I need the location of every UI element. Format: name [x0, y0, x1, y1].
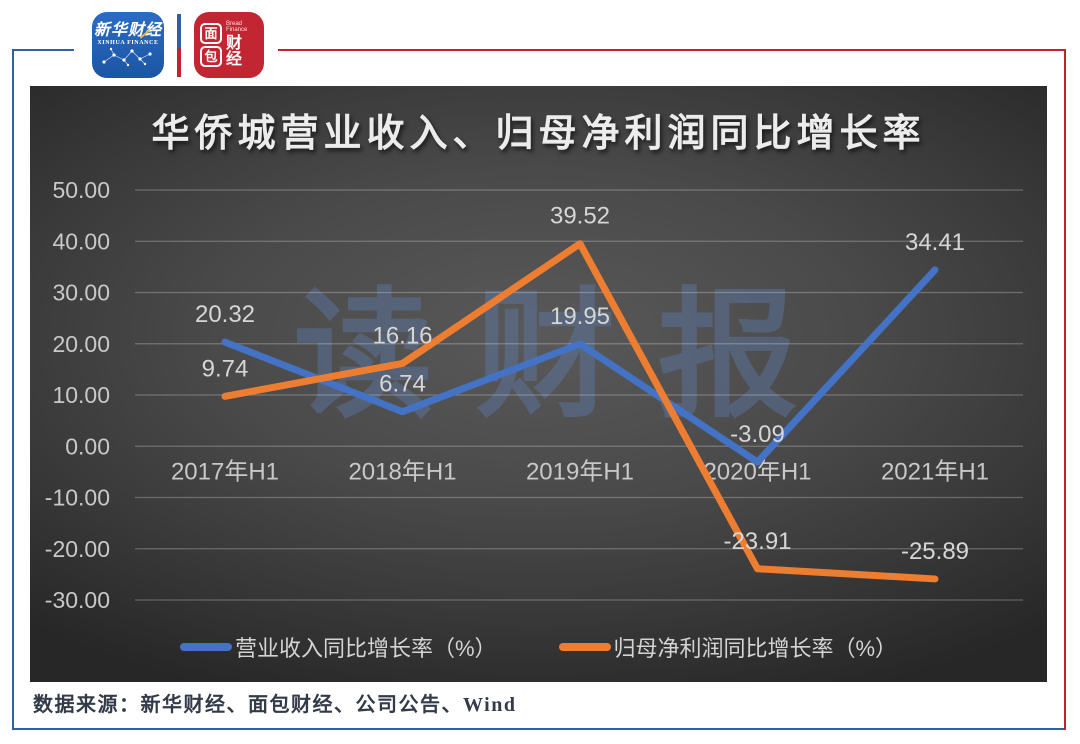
y-tick-label: 40.00 — [52, 228, 110, 254]
chart-legend: 营业收入同比增长率（%） 归母净利润同比增长率（%） — [30, 631, 1047, 663]
data-label: 19.95 — [550, 303, 610, 330]
y-tick-label: 20.00 — [52, 331, 110, 357]
x-axis-label: 2021年H1 — [881, 458, 989, 485]
xinhua-finance-logo-subtitle: XINHUA FINANCE — [97, 40, 159, 46]
data-label: 20.32 — [195, 301, 255, 328]
data-label: 39.52 — [550, 203, 610, 230]
bread-char-caijing: 财经 — [226, 35, 244, 68]
bread-char-mian: 面 — [200, 23, 222, 44]
frame-right-border — [1064, 49, 1066, 730]
legend-item: 营业收入同比增长率（%） — [179, 631, 497, 663]
legend-swatch — [179, 643, 232, 651]
bread-finance-logo: 面 包 Bread Finance 财经 — [194, 12, 264, 78]
xinhua-finance-logo-title: 新华财经 — [93, 22, 162, 39]
series-line — [221, 240, 939, 583]
y-tick-label: 30.00 — [52, 280, 110, 306]
bread-finance-subtitle: Bread Finance — [226, 21, 248, 33]
constellation-icon — [102, 47, 152, 67]
y-tick-label: -20.00 — [45, 536, 110, 562]
data-label: 6.74 — [379, 371, 426, 398]
x-axis-label: 2018年H1 — [348, 458, 456, 485]
bread-logo-left-column: 面 包 — [200, 23, 222, 67]
logo-divider — [177, 14, 181, 77]
data-label: 9.74 — [202, 355, 249, 382]
bread-char-bao: 包 — [200, 46, 222, 67]
series-line — [221, 266, 939, 466]
chart-panel: 读财报 华侨城营业收入、归母净利润同比增长率 50.00 40.00 30.00 20… — [30, 86, 1047, 682]
legend-label: 归母净利润同比增长率（%） — [613, 636, 898, 661]
frame-top-right-border — [278, 49, 1066, 51]
data-label: 34.41 — [905, 229, 965, 256]
data-label: -23.91 — [723, 528, 791, 555]
y-tick-label: 50.00 — [52, 177, 110, 203]
x-axis-label: 2019年H1 — [526, 458, 634, 485]
legend-item: 归母净利润同比增长率（%） — [558, 631, 898, 663]
chart-title: 华侨城营业收入、归母净利润同比增长率 — [151, 113, 926, 155]
data-label: -3.09 — [730, 421, 785, 448]
y-tick-label: 10.00 — [52, 382, 110, 408]
x-axis-label: 2017年H1 — [171, 458, 279, 485]
frame-bottom-border — [12, 728, 1066, 730]
y-tick-label: -30.00 — [45, 587, 110, 613]
legend-label: 营业收入同比增长率（%） — [234, 636, 497, 661]
data-label: 16.16 — [372, 322, 432, 349]
data-label: -25.89 — [901, 538, 969, 565]
xinhua-finance-logo: 新华财经 XINHUA FINANCE — [92, 12, 164, 78]
frame-left-border — [12, 49, 14, 730]
bread-logo-right-column: Bread Finance 财经 — [226, 21, 258, 68]
legend-swatch — [558, 643, 611, 651]
frame-top-left-border — [12, 49, 74, 51]
y-tick-label: -10.00 — [45, 485, 110, 511]
line-chart: 50.00 40.00 30.00 20.00 10.00 0.00 -10.00 -20.0… — [45, 177, 1023, 613]
data-source: 数据来源：新华财经、面包财经、公司公告、Wind — [33, 694, 517, 716]
y-tick-label: 0.00 — [65, 433, 110, 459]
